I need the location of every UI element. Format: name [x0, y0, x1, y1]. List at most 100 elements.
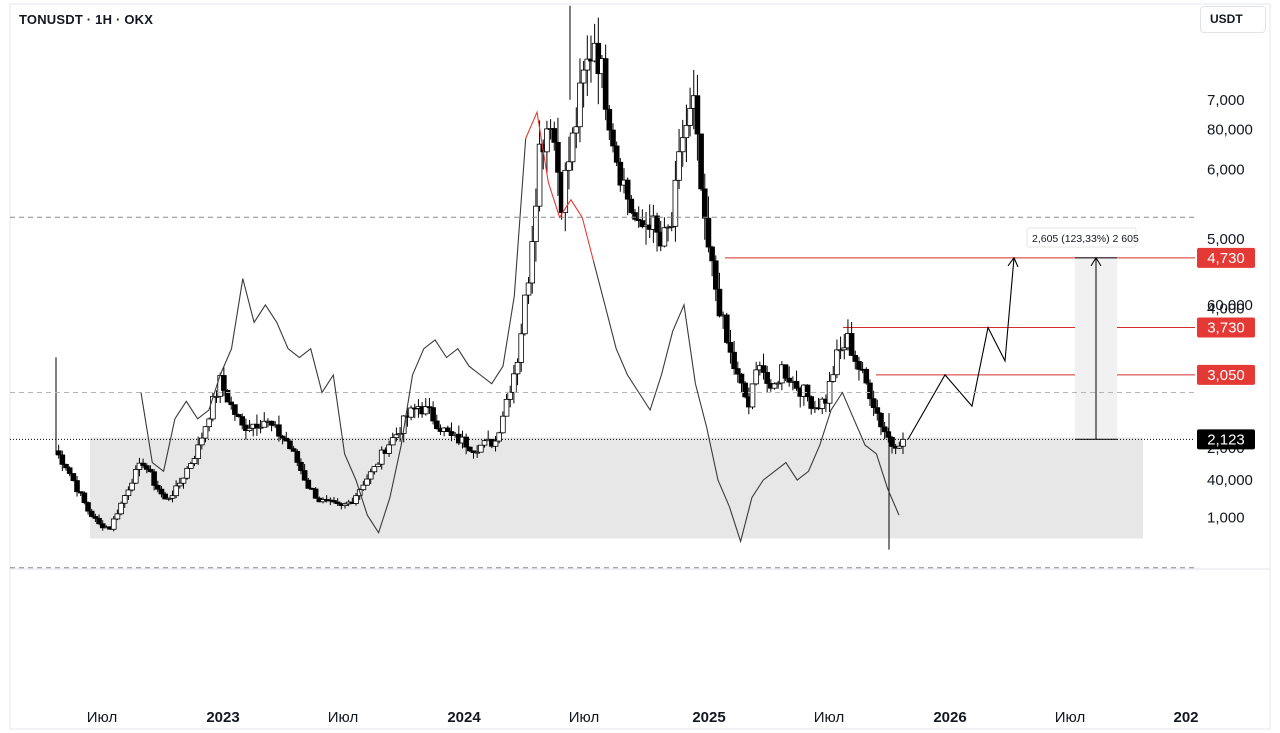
x-tick-label: Июл: [814, 709, 844, 726]
candle-down: [793, 380, 800, 389]
candle-up: [492, 440, 499, 447]
candle: [679, 119, 686, 167]
candle-up: [121, 495, 128, 504]
candle-down: [158, 488, 165, 495]
candle: [221, 367, 227, 397]
measure-arrowhead: [1090, 256, 1102, 267]
candle: [518, 323, 525, 372]
candle: [448, 422, 455, 442]
candle-down: [727, 342, 734, 353]
candle-up: [544, 128, 550, 153]
candle: [213, 390, 220, 403]
candle-down: [867, 382, 873, 400]
candle: [224, 389, 231, 403]
candle-down: [96, 517, 102, 525]
candle: [874, 399, 881, 421]
candle-up: [371, 466, 378, 473]
candle-down: [723, 314, 730, 343]
candle-down: [870, 398, 877, 409]
candle: [856, 356, 862, 381]
x-tick-label: Июл: [569, 709, 599, 726]
level-price-badge: [1197, 247, 1255, 268]
candle: [433, 414, 440, 430]
candle-down: [283, 437, 290, 442]
y-tick-label: 4,000: [1207, 301, 1245, 318]
candle: [70, 473, 77, 482]
candle: [610, 123, 616, 153]
measure-label: 2,605 (123,33%) 2 605: [1032, 233, 1139, 245]
candle: [841, 333, 848, 360]
candle-down: [731, 351, 737, 370]
candle: [496, 431, 502, 444]
candle: [125, 486, 132, 500]
candle-down: [551, 128, 558, 143]
candle: [129, 478, 135, 492]
candle-up: [375, 463, 381, 467]
y-tick-label: 1,000: [1207, 510, 1245, 527]
candle-down: [848, 333, 855, 356]
candle-up: [188, 463, 194, 469]
candle: [147, 465, 154, 473]
candle: [257, 420, 264, 434]
candle: [110, 516, 117, 532]
candle-up: [166, 497, 172, 500]
candle: [85, 501, 91, 515]
candle: [59, 450, 66, 472]
candle-up: [775, 382, 781, 385]
level-price-label: 4,730: [1207, 250, 1245, 267]
candle-up: [191, 458, 198, 464]
candle: [386, 440, 392, 457]
candle: [566, 136, 572, 190]
candle-down: [760, 365, 767, 373]
candle: [533, 188, 539, 262]
candle: [114, 509, 121, 521]
candle-up: [360, 484, 367, 491]
candle: [723, 312, 730, 345]
candle: [74, 475, 80, 497]
candle: [283, 431, 290, 442]
candle-up: [577, 82, 583, 128]
candle: [228, 396, 235, 410]
candle: [661, 217, 668, 248]
candle-up: [367, 471, 374, 480]
x-tick-label: 2024: [447, 709, 481, 726]
candle-up: [830, 374, 837, 382]
candle: [180, 477, 187, 489]
candle: [158, 486, 165, 498]
candle-down: [639, 220, 646, 228]
candle: [863, 367, 870, 385]
candle: [731, 340, 737, 375]
candle-up: [562, 169, 569, 214]
candle: [522, 294, 528, 336]
candle-down: [224, 389, 231, 403]
candle: [654, 212, 660, 252]
currency-button[interactable]: USDT: [1200, 6, 1266, 33]
x-tick-label: 2023: [206, 709, 239, 726]
last-price-badge: [1197, 429, 1255, 450]
candle: [749, 383, 756, 410]
candle-up: [584, 58, 591, 71]
candle: [624, 177, 631, 216]
candle-up: [257, 426, 264, 429]
candle: [870, 390, 877, 416]
candle-down: [852, 355, 859, 362]
candle-up: [393, 434, 400, 439]
level-price-label: 3,730: [1207, 319, 1245, 336]
candle: [301, 463, 308, 481]
candle-down: [808, 396, 815, 409]
candle-up: [837, 349, 844, 352]
candle-down: [463, 436, 469, 448]
candle-down: [154, 484, 161, 490]
candle-down: [606, 108, 613, 131]
candle-up: [668, 225, 675, 228]
candle: [687, 87, 693, 137]
candle-up: [110, 518, 117, 530]
candle-down: [70, 473, 77, 482]
candle: [551, 121, 558, 151]
candle-down: [147, 468, 154, 473]
candle-down: [162, 493, 168, 500]
candle-up: [676, 151, 682, 181]
candle: [536, 120, 543, 212]
candle: [503, 393, 510, 417]
